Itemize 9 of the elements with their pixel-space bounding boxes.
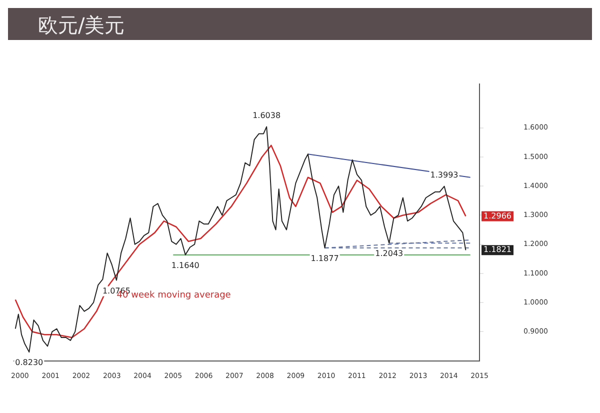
annotation: 1.1877 <box>310 254 339 263</box>
annotation: 1.2043 <box>375 249 404 258</box>
chart-title: 欧元/美元 <box>8 8 592 40</box>
annotation: 0.8230 <box>15 358 44 368</box>
annotation: 1.6038 <box>252 110 281 120</box>
annotation: 1.1640 <box>171 260 200 270</box>
text: 1.1821 <box>484 245 512 254</box>
annotation: 1.3993 <box>430 170 458 180</box>
text: 1.2966 <box>484 211 512 220</box>
